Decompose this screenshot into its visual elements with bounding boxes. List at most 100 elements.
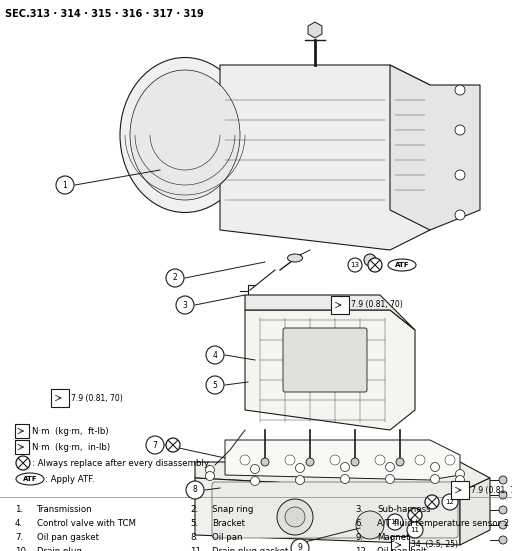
Circle shape xyxy=(250,477,260,485)
Circle shape xyxy=(375,455,385,465)
Circle shape xyxy=(306,458,314,466)
Text: N·m  (kg·m,  in-lb): N·m (kg·m, in-lb) xyxy=(32,442,110,451)
FancyBboxPatch shape xyxy=(51,389,69,407)
Text: 4: 4 xyxy=(212,350,218,359)
Circle shape xyxy=(499,536,507,544)
Text: 9: 9 xyxy=(297,543,303,551)
Text: A/T fluid temperature sensor 2: A/T fluid temperature sensor 2 xyxy=(377,520,509,528)
Circle shape xyxy=(425,495,439,509)
Circle shape xyxy=(431,462,439,472)
Text: Oil pan gasket: Oil pan gasket xyxy=(37,533,99,543)
Ellipse shape xyxy=(16,473,44,485)
FancyBboxPatch shape xyxy=(212,482,458,538)
Circle shape xyxy=(295,476,305,484)
Text: Sub-harness: Sub-harness xyxy=(377,505,431,515)
Text: : Apply ATF.: : Apply ATF. xyxy=(45,474,95,483)
Circle shape xyxy=(386,462,395,472)
Circle shape xyxy=(166,269,184,287)
Circle shape xyxy=(499,476,507,484)
Text: 3.: 3. xyxy=(355,505,363,515)
Text: : Always replace after every disassembly.: : Always replace after every disassembly… xyxy=(32,458,210,467)
Circle shape xyxy=(176,296,194,314)
Text: 9.: 9. xyxy=(355,533,363,543)
Circle shape xyxy=(205,466,215,474)
Ellipse shape xyxy=(120,57,250,213)
Circle shape xyxy=(396,458,404,466)
Text: 5.: 5. xyxy=(190,520,198,528)
Circle shape xyxy=(356,511,384,539)
Polygon shape xyxy=(390,65,480,230)
Ellipse shape xyxy=(388,259,416,271)
Circle shape xyxy=(56,176,74,194)
Text: 7.9 (0.81, 70): 7.9 (0.81, 70) xyxy=(351,300,403,310)
Text: ATF: ATF xyxy=(395,262,409,268)
Text: 5: 5 xyxy=(212,381,218,390)
Circle shape xyxy=(351,458,359,466)
Circle shape xyxy=(206,346,224,364)
Text: 34  (3.5, 25): 34 (3.5, 25) xyxy=(411,541,458,549)
Circle shape xyxy=(166,438,180,452)
Circle shape xyxy=(431,474,439,483)
Text: 10: 10 xyxy=(391,519,399,525)
Circle shape xyxy=(291,539,309,551)
Text: Control valve with TCM: Control valve with TCM xyxy=(37,520,136,528)
Text: 6.: 6. xyxy=(355,520,363,528)
Text: Drain plug: Drain plug xyxy=(37,548,82,551)
Polygon shape xyxy=(245,295,415,330)
Text: Snap ring: Snap ring xyxy=(212,505,253,515)
Circle shape xyxy=(386,474,395,483)
Circle shape xyxy=(16,456,30,470)
Text: 3: 3 xyxy=(183,300,187,310)
Circle shape xyxy=(455,210,465,220)
Text: 1: 1 xyxy=(62,181,68,190)
Text: Drain plug gasket: Drain plug gasket xyxy=(212,548,288,551)
Text: Transmission: Transmission xyxy=(37,505,93,515)
Circle shape xyxy=(455,170,465,180)
Circle shape xyxy=(387,514,403,530)
Circle shape xyxy=(455,125,465,135)
FancyBboxPatch shape xyxy=(15,440,29,454)
Circle shape xyxy=(442,494,458,510)
Polygon shape xyxy=(225,440,460,480)
FancyBboxPatch shape xyxy=(451,481,469,499)
Text: 10.: 10. xyxy=(15,548,29,551)
Polygon shape xyxy=(460,478,490,545)
Circle shape xyxy=(368,258,382,272)
Circle shape xyxy=(240,455,250,465)
Circle shape xyxy=(348,258,362,272)
Text: Bracket: Bracket xyxy=(212,520,245,528)
Text: 11.: 11. xyxy=(190,548,204,551)
Text: 1.: 1. xyxy=(15,505,23,515)
Text: 7.: 7. xyxy=(15,533,23,543)
Text: 7.9 (0.81, 70): 7.9 (0.81, 70) xyxy=(471,485,512,494)
Text: 12.: 12. xyxy=(355,548,369,551)
Polygon shape xyxy=(220,65,430,250)
Text: N·m  (kg·m,  ft-lb): N·m (kg·m, ft-lb) xyxy=(32,426,109,435)
Circle shape xyxy=(456,476,464,484)
Circle shape xyxy=(205,472,215,480)
FancyBboxPatch shape xyxy=(331,296,349,314)
Polygon shape xyxy=(245,310,415,430)
Circle shape xyxy=(250,464,260,473)
FancyBboxPatch shape xyxy=(283,328,367,392)
Circle shape xyxy=(295,463,305,473)
Text: 13: 13 xyxy=(351,262,359,268)
Circle shape xyxy=(455,85,465,95)
Circle shape xyxy=(499,491,507,499)
Circle shape xyxy=(285,507,305,527)
Circle shape xyxy=(277,499,313,535)
Polygon shape xyxy=(195,478,460,545)
Circle shape xyxy=(415,455,425,465)
Circle shape xyxy=(499,506,507,514)
Circle shape xyxy=(186,481,204,499)
Circle shape xyxy=(285,455,295,465)
Text: 2: 2 xyxy=(173,273,177,283)
Circle shape xyxy=(340,462,350,472)
Text: 2.: 2. xyxy=(190,505,198,515)
Text: SEC.313 · 314 · 315 · 316 · 317 · 319: SEC.313 · 314 · 315 · 316 · 317 · 319 xyxy=(5,9,204,19)
Ellipse shape xyxy=(130,70,240,200)
Text: Oil pan bolt: Oil pan bolt xyxy=(377,548,426,551)
Circle shape xyxy=(261,458,269,466)
Text: 12: 12 xyxy=(445,499,455,505)
Text: 8: 8 xyxy=(193,485,197,494)
